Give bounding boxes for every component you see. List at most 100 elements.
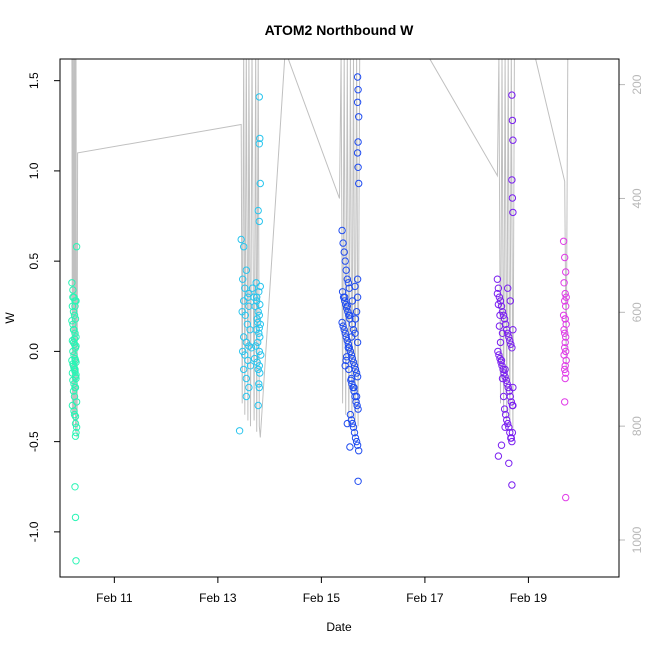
data-point xyxy=(560,326,568,334)
data-point xyxy=(507,434,515,442)
data-point xyxy=(496,297,505,305)
data-point xyxy=(561,374,569,383)
data-point xyxy=(338,226,346,235)
data-point xyxy=(71,483,79,491)
data-point xyxy=(348,320,357,328)
data-point xyxy=(254,401,262,410)
data-point xyxy=(235,427,244,435)
data-point xyxy=(71,432,80,440)
data-point xyxy=(347,351,356,359)
y2-tick-label: 400 xyxy=(630,188,644,208)
data-point xyxy=(68,279,76,287)
data-point xyxy=(559,237,568,246)
data-point xyxy=(355,113,363,121)
data-point xyxy=(240,297,248,305)
data-point xyxy=(562,268,570,276)
data-point xyxy=(354,477,362,485)
x-tick-label: Feb 19 xyxy=(510,591,548,605)
series-4 xyxy=(493,91,517,489)
data-point xyxy=(508,428,517,437)
data-point xyxy=(72,342,80,350)
data-point xyxy=(509,326,517,334)
data-point xyxy=(561,338,569,347)
data-point xyxy=(71,513,80,522)
data-point xyxy=(353,338,362,347)
x-tick-label: Feb 17 xyxy=(406,591,444,605)
data-point xyxy=(341,362,349,370)
data-point xyxy=(71,329,79,337)
data-point xyxy=(255,329,263,337)
data-point xyxy=(72,423,81,431)
data-point xyxy=(494,300,503,309)
data-point xyxy=(346,443,354,451)
data-point xyxy=(341,329,349,337)
data-point xyxy=(241,311,250,319)
data-point xyxy=(68,401,77,410)
data-point xyxy=(505,333,513,341)
data-point xyxy=(242,392,251,401)
data-point xyxy=(561,365,569,374)
data-point xyxy=(347,416,356,424)
data-point xyxy=(562,356,570,365)
data-point xyxy=(494,452,503,460)
data-point xyxy=(494,347,502,356)
data-point xyxy=(346,311,354,319)
data-point xyxy=(69,387,78,395)
data-point xyxy=(69,320,77,328)
data-point xyxy=(350,362,359,370)
data-point xyxy=(496,311,504,319)
data-point xyxy=(493,289,502,298)
data-point xyxy=(70,363,78,372)
data-point xyxy=(252,279,260,287)
data-point xyxy=(509,401,517,410)
data-point xyxy=(352,369,361,377)
data-point xyxy=(247,344,256,352)
data-point xyxy=(501,410,510,419)
data-point xyxy=(353,149,362,157)
data-point xyxy=(71,412,80,421)
data-point xyxy=(339,239,347,247)
data-point xyxy=(559,311,568,319)
data-point xyxy=(240,365,248,374)
data-point xyxy=(343,336,351,345)
data-point xyxy=(257,351,265,359)
x-tick-label: Feb 11 xyxy=(96,591,133,605)
data-point xyxy=(70,407,78,415)
data-point xyxy=(252,342,260,350)
data-point xyxy=(240,243,248,251)
data-point xyxy=(248,284,257,292)
data-point xyxy=(72,398,81,406)
data-point xyxy=(348,419,357,428)
data-point xyxy=(562,369,570,377)
data-point xyxy=(254,365,262,374)
data-point xyxy=(505,459,513,467)
data-point xyxy=(72,243,81,251)
data-point xyxy=(562,493,570,502)
data-point xyxy=(354,405,362,413)
data-point xyxy=(348,380,356,388)
data-point xyxy=(497,441,506,449)
data-point xyxy=(338,318,346,327)
data-point xyxy=(508,116,517,125)
data-point xyxy=(561,297,569,305)
data-point xyxy=(245,383,253,392)
data-point xyxy=(255,362,263,370)
data-point xyxy=(352,437,361,446)
data-point xyxy=(354,163,362,172)
data-point xyxy=(561,315,569,323)
y2-tick-label: 800 xyxy=(630,416,644,436)
y2-tick-label: 600 xyxy=(630,302,644,322)
data-point xyxy=(342,300,350,309)
data-point xyxy=(256,134,264,143)
data-point xyxy=(562,302,570,310)
data-point xyxy=(339,322,347,330)
data-point xyxy=(506,428,514,437)
data-point xyxy=(255,93,263,101)
data-point xyxy=(344,340,352,348)
data-point xyxy=(354,138,362,146)
x-tick-label: Feb 13 xyxy=(199,591,237,605)
data-point xyxy=(239,275,247,283)
data-point xyxy=(71,356,80,365)
data-point xyxy=(353,98,362,107)
